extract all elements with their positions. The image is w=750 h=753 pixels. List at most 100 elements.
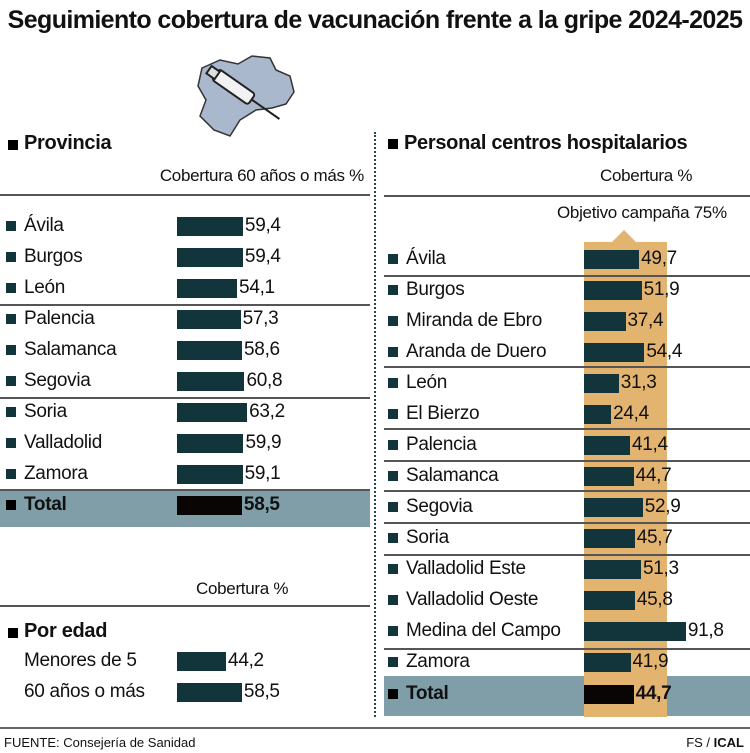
bar-row: Ávila 59,4 xyxy=(6,211,371,242)
value-label: 45,7 xyxy=(636,527,673,548)
value-label: 58,5 xyxy=(243,494,280,515)
bar-row: León 31,3 xyxy=(388,368,750,399)
category-label: Valladolid Oeste xyxy=(406,589,539,610)
bullet-icon xyxy=(6,345,16,355)
category-label: Total xyxy=(24,494,67,515)
bar-row: Palencia 41,4 xyxy=(388,430,750,461)
category-label: Medina del Campo xyxy=(406,620,561,641)
bullet-icon xyxy=(6,252,16,262)
bar-row: Segovia 52,9 xyxy=(388,492,750,523)
bar-row: Burgos 51,9 xyxy=(388,275,750,306)
bar xyxy=(584,560,641,579)
value-label: 52,9 xyxy=(644,496,681,517)
category-label: 60 años o más xyxy=(24,681,145,702)
value-label: 58,6 xyxy=(244,339,280,360)
bar xyxy=(584,529,635,548)
category-label: Menores de 5 xyxy=(24,650,137,671)
bar xyxy=(584,498,643,517)
value-label: 37,4 xyxy=(627,310,664,331)
category-label: Soria xyxy=(24,401,67,422)
chart-title: Seguimiento cobertura de vacunación fren… xyxy=(7,6,743,34)
bar-row: Valladolid 59,9 xyxy=(6,428,371,459)
bar-row: Segovia 60,8 xyxy=(6,366,371,397)
bar xyxy=(177,434,244,453)
bar xyxy=(177,217,243,236)
bar xyxy=(584,374,619,393)
bar xyxy=(177,310,241,329)
bar xyxy=(584,281,642,300)
value-label: 24,4 xyxy=(613,403,649,424)
bar-row: Salamanca 44,7 xyxy=(388,461,750,492)
bullet-icon xyxy=(6,376,16,386)
category-label: Miranda de Ebro xyxy=(406,310,542,331)
category-label: Segovia xyxy=(406,496,473,517)
bar-row: Zamora 41,9 xyxy=(388,647,750,678)
category-label: Soria xyxy=(406,527,449,548)
bar-row: Valladolid Oeste 45,8 xyxy=(388,585,750,616)
bar xyxy=(177,465,243,484)
bar-row: Soria 63,2 xyxy=(6,397,371,428)
bar-row: Aranda de Duero 54,4 xyxy=(388,337,750,368)
bullet-icon xyxy=(388,533,398,543)
bullet-icon xyxy=(6,283,16,293)
category-label: Burgos xyxy=(24,246,83,267)
subtitle-hospital: Cobertura % xyxy=(600,166,693,185)
value-label: 59,4 xyxy=(244,246,281,267)
bar xyxy=(177,683,242,702)
bar-row: Burgos 59,4 xyxy=(6,242,371,273)
value-label: 51,9 xyxy=(643,279,680,300)
bar xyxy=(177,248,243,267)
bar-row: Menores de 5 44,2 xyxy=(6,646,371,677)
target-pointer xyxy=(612,230,636,242)
bullet-icon xyxy=(388,347,398,357)
bullet-icon xyxy=(388,285,398,295)
category-label: León xyxy=(406,372,448,393)
bar xyxy=(584,622,686,641)
bullet-icon xyxy=(6,438,16,448)
section-title-edad: Por edad xyxy=(24,620,108,642)
bar-row: Ávila 49,7 xyxy=(388,244,750,275)
bar xyxy=(584,685,634,704)
value-label: 54,4 xyxy=(646,341,683,362)
value-label: 44,2 xyxy=(228,650,264,671)
bullet-icon xyxy=(8,140,18,150)
category-label: Zamora xyxy=(406,651,470,672)
bar-row: Palencia 57,3 xyxy=(6,304,371,335)
bar xyxy=(177,279,238,298)
category-label: Palencia xyxy=(406,434,477,455)
bullet-icon xyxy=(388,409,398,419)
bullet-icon xyxy=(388,254,398,264)
bar xyxy=(584,436,630,455)
value-label: 58,5 xyxy=(243,681,280,702)
bar-row: El Bierzo 24,4 xyxy=(388,399,750,430)
bullet-icon xyxy=(388,378,398,388)
bar-row: 60 años o más 58,5 xyxy=(6,677,371,708)
map-syringe-icon xyxy=(197,55,295,137)
subtitle-provincia: Cobertura 60 años o más % xyxy=(159,166,364,185)
target-label: Objetivo campaña 75% xyxy=(557,203,727,222)
bullet-icon xyxy=(6,407,16,417)
bullet-icon xyxy=(388,440,398,450)
value-label: 63,2 xyxy=(249,401,285,422)
value-label: 31,3 xyxy=(620,372,657,393)
category-label: Palencia xyxy=(24,308,95,329)
bullet-icon xyxy=(8,628,18,638)
bar xyxy=(584,250,640,269)
value-label: 44,7 xyxy=(635,465,672,486)
bullet-icon xyxy=(388,316,398,326)
bullet-icon xyxy=(388,502,398,512)
total-row-bg xyxy=(384,676,750,716)
bar xyxy=(177,403,248,422)
bullet-icon xyxy=(388,595,398,605)
category-label: Valladolid xyxy=(24,432,102,453)
value-label: 45,8 xyxy=(636,589,673,610)
category-label: Aranda de Duero xyxy=(406,341,547,362)
bar-row: Zamora 59,1 xyxy=(6,459,371,490)
total-row: Total 44,7 xyxy=(388,679,750,710)
bar xyxy=(177,341,243,360)
total-row: Total 58,5 xyxy=(6,490,371,521)
value-label: 59,4 xyxy=(244,215,281,236)
credit-brand: ICAL xyxy=(713,735,744,750)
bar xyxy=(177,496,242,515)
category-label: Segovia xyxy=(24,370,91,391)
